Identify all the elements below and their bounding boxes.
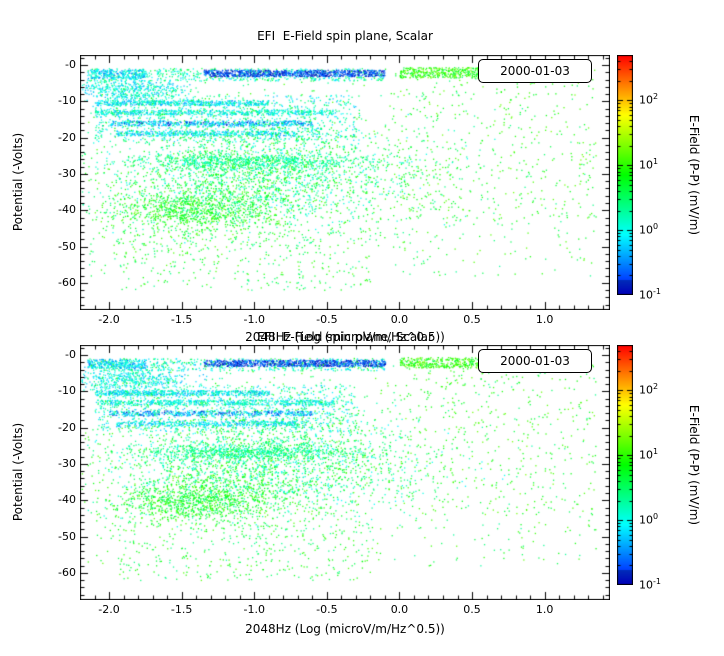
panel1-y-axis-label: Potential (-Volts) bbox=[11, 132, 25, 232]
x-tick-label: -1.5 bbox=[170, 603, 193, 616]
panel2-title: EFI E-Field spin plane, Scalar bbox=[257, 330, 433, 344]
y-tick-label: -60 bbox=[58, 565, 76, 579]
panel2-colorbar-label: E-Field (P-P) (mV/m) bbox=[687, 404, 701, 526]
y-tick-label: -30 bbox=[58, 166, 76, 180]
x-tick-label: 1.0 bbox=[535, 603, 554, 616]
x-tick-label: 1.0 bbox=[535, 313, 554, 326]
panel2-scatter-canvas bbox=[80, 345, 610, 600]
y-tick-label: -40 bbox=[58, 493, 76, 507]
y-tick-label: -0 bbox=[65, 58, 76, 72]
panel2-date-label: 2000-01-03 bbox=[500, 354, 570, 368]
y-tick-label: -50 bbox=[58, 529, 76, 543]
panel2-y-axis-label: Potential (-Volts) bbox=[11, 422, 25, 522]
panel1-colorbar-label: E-Field (P-P) (mV/m) bbox=[687, 114, 701, 236]
panel1-colorbar bbox=[617, 55, 633, 295]
x-tick-label: -0.5 bbox=[316, 603, 338, 616]
colorbar-tick-label: 100 bbox=[639, 222, 659, 237]
x-tick-label: -1.0 bbox=[243, 313, 265, 326]
x-tick-label: -2.0 bbox=[98, 603, 120, 616]
colorbar-tick-label: 102 bbox=[639, 92, 659, 108]
panel1-scatter-canvas bbox=[80, 55, 610, 310]
colorbar-tick-label: 10-1 bbox=[639, 287, 661, 302]
panel2-colorbar bbox=[617, 345, 633, 585]
panel1-title: EFI E-Field spin plane, Scalar bbox=[257, 29, 433, 43]
y-tick-label: -10 bbox=[58, 94, 76, 108]
y-tick-label: -30 bbox=[58, 456, 76, 470]
colorbar-tick-label: 101 bbox=[639, 447, 659, 462]
panel2-date-legend: 2000-01-03 bbox=[478, 349, 592, 373]
x-tick-label: 0.5 bbox=[463, 603, 481, 616]
x-tick-label: -0.5 bbox=[316, 313, 338, 326]
y-tick-label: -40 bbox=[58, 203, 76, 217]
x-tick-label: 0.5 bbox=[463, 313, 481, 326]
x-tick-label: -2.0 bbox=[98, 313, 120, 326]
y-tick-label: -50 bbox=[58, 239, 76, 253]
panel1-date-label: 2000-01-03 bbox=[500, 64, 570, 78]
x-tick-label: -1.5 bbox=[170, 313, 193, 326]
y-tick-label: -20 bbox=[58, 420, 76, 434]
panel1-date-legend: 2000-01-03 bbox=[478, 59, 592, 83]
colorbar-tick-label: 100 bbox=[639, 512, 659, 527]
colorbar-tick-label: 10-1 bbox=[639, 577, 661, 592]
y-tick-label: -0 bbox=[65, 348, 76, 362]
panel2-x-axis-label: 2048Hz (Log (microV/m/Hz^0.5)) bbox=[245, 622, 445, 636]
colorbar-tick-label: 102 bbox=[639, 382, 659, 398]
panel1-x-axis-label: 2048Hz (Log (microV/m/Hz^0.5)) bbox=[245, 330, 445, 344]
y-tick-label: -10 bbox=[58, 384, 76, 398]
y-tick-label: -20 bbox=[58, 130, 76, 144]
colorbar-tick-label: 101 bbox=[639, 157, 659, 172]
x-tick-label: 0.0 bbox=[390, 603, 409, 616]
x-tick-label: 0.0 bbox=[390, 313, 409, 326]
x-tick-label: -1.0 bbox=[243, 603, 265, 616]
y-tick-label: -60 bbox=[58, 275, 76, 289]
